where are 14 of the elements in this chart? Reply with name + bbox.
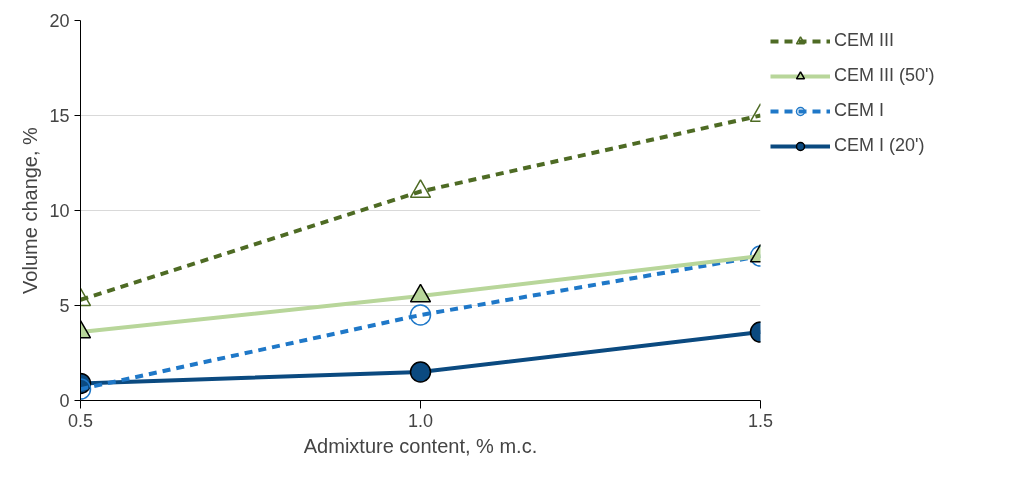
x-tick-label: 0.5 — [67, 410, 94, 431]
y-tick-label: 0 — [59, 391, 70, 411]
x-axis-title: Admixture content, % m.c. — [303, 434, 538, 457]
y-tick-label: 15 — [49, 106, 70, 126]
x-tick-label: 1.5 — [747, 410, 774, 431]
y-tick-label: 10 — [49, 201, 70, 221]
y-tick-label: 5 — [59, 296, 70, 316]
legend-label: CEM III — [834, 30, 895, 51]
legend-label: CEM I (20') — [834, 135, 925, 156]
legend-label: CEM I — [834, 100, 885, 121]
y-tick-label: 20 — [49, 11, 70, 31]
y-axis-title: Volume change, % — [19, 126, 42, 294]
legend-label: CEM III (50') — [834, 65, 935, 86]
x-tick-label: 1.0 — [407, 410, 434, 431]
